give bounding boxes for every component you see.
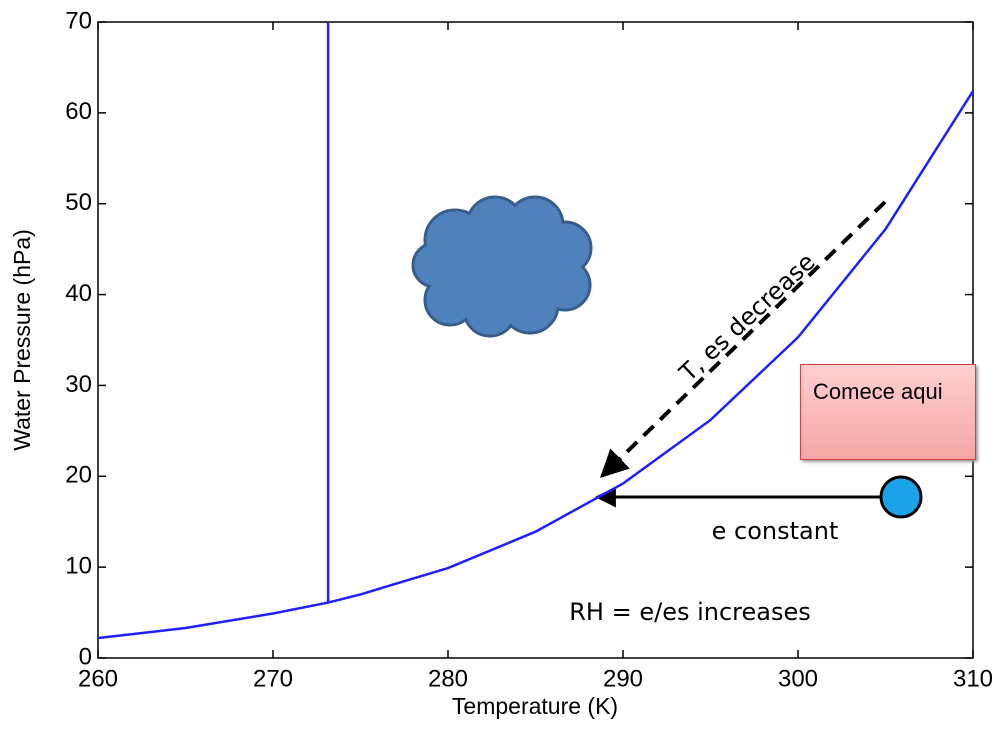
y-tick-label: 50 xyxy=(65,189,92,216)
x-tick-label: 290 xyxy=(603,665,643,692)
x-tick-label: 300 xyxy=(778,665,818,692)
cloud xyxy=(413,197,591,336)
y-tick-label: 40 xyxy=(65,280,92,307)
y-tick-label: 70 xyxy=(65,7,92,34)
annotation: e constant xyxy=(712,517,839,545)
y-tick-label: 30 xyxy=(65,371,92,398)
x-tick-label: 270 xyxy=(253,665,293,692)
page: T, es decrease e constant RH = e/es incr… xyxy=(0,0,1005,738)
annotation-box: Comece aqui xyxy=(800,364,976,460)
y-tick-label: 60 xyxy=(65,98,92,125)
plot-frame xyxy=(98,22,973,658)
y-tick-label: 10 xyxy=(65,552,92,579)
annotation: RH = e/es increases xyxy=(569,598,811,626)
annotation: T, es decrease xyxy=(673,248,820,388)
x-tick-label: 310 xyxy=(953,665,993,692)
x-axis-label: Temperature (K) xyxy=(452,693,618,719)
y-axis-label: Water Pressure (hPa) xyxy=(9,229,35,451)
start-point xyxy=(881,477,921,517)
y-tick-label: 20 xyxy=(65,462,92,489)
x-tick-label: 280 xyxy=(428,665,468,692)
y-tick-label: 0 xyxy=(79,643,92,670)
